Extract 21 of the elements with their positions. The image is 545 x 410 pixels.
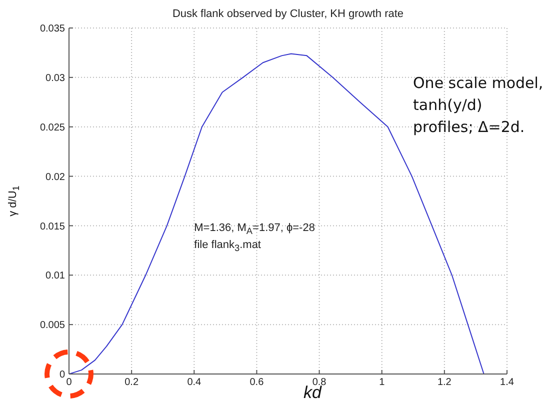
y-tick-label: 0.03	[46, 72, 66, 84]
x-tick-label: 1.4	[500, 377, 514, 388]
y-tick-label: 0.005	[40, 320, 66, 332]
y-tick-label: 0	[59, 370, 66, 381]
y-tick-label: 0.02	[46, 172, 66, 183]
y-tick-label: 0.035	[40, 24, 66, 35]
x-tick-label: 1	[379, 377, 386, 388]
chart-title: Dusk flank observed by Cluster, KH growth rate	[171, 8, 405, 20]
annotation: tanh(y/d)	[413, 95, 482, 116]
x-tick-label: 1.2	[437, 377, 452, 388]
x-tick-label: 0.2	[124, 377, 139, 388]
x-tick-label: 0	[66, 377, 72, 388]
annotation: One scale model,	[413, 73, 544, 94]
y-tick-label: 0.025	[40, 122, 66, 134]
y-tick-label: 0.01	[46, 270, 66, 282]
annotation: profiles; Δ=2d.	[413, 117, 525, 138]
x-tick-label: 0.6	[250, 377, 264, 388]
x-tick-label: 0.4	[187, 377, 202, 388]
y-tick-label: 0.015	[40, 221, 66, 232]
annotation: file flank$_{3}$.mat	[194, 238, 261, 255]
annotation: M=1.36, M$_{A}$=1.97, ϕ=-28	[194, 220, 315, 238]
